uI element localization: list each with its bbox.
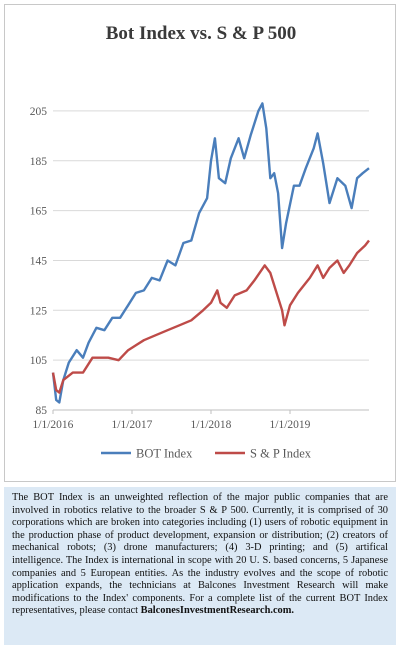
line-chart: 85 105 125 145 165 185 205 1/1/2016 1/1/2017 1/1/… [30,102,370,461]
y-tick-label: 145 [30,255,48,267]
description-text: The BOT Index is an unweighted reflectio… [12,492,388,617]
x-tick-label: 1/1/2017 [112,419,153,431]
x-tick-label: 1/1/2018 [191,419,232,431]
series-line-0 [51,102,370,404]
y-tick-label: 125 [30,305,48,317]
y-tick-label: 165 [30,206,48,218]
legend-label-0: BOT Index [136,447,193,461]
y-tick-label: 185 [30,156,48,168]
x-tick-label: 1/1/2016 [33,419,74,431]
description-box: The BOT Index is an unweighted reflectio… [4,487,396,645]
legend-label-1: S & P Index [250,447,312,461]
series-line-1 [51,239,370,394]
y-tick-label: 205 [30,106,48,118]
chart-frame: Bot Index vs. S & P 500 85 105 125 145 165 18… [4,4,396,482]
chart-title: Bot Index vs. S & P 500 [105,23,297,44]
contact-link[interactable]: BalconesInvestmentResearch.com. [140,605,295,617]
y-tick-label: 105 [30,355,48,367]
y-tick-label: 85 [36,405,48,417]
x-tick-label: 1/1/2019 [270,419,311,431]
